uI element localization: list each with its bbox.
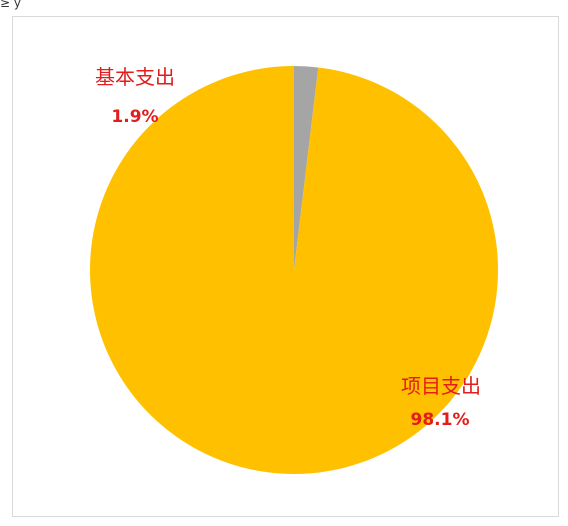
corner-fragment-text: ≥ y bbox=[0, 0, 21, 10]
pie-slice-1 bbox=[89, 66, 498, 475]
pie-slice-0 bbox=[294, 66, 319, 270]
slice-label-percent-1: 98.1% bbox=[411, 410, 470, 430]
slice-label-name-1: 项目支出 bbox=[401, 374, 481, 398]
pie-labels: 基本支出 1.9% 项目支出 98.1% bbox=[95, 65, 481, 430]
slice-label-name-0: 基本支出 bbox=[95, 65, 175, 89]
slice-label-percent-0: 1.9% bbox=[111, 107, 158, 127]
pie-slices bbox=[89, 66, 498, 475]
